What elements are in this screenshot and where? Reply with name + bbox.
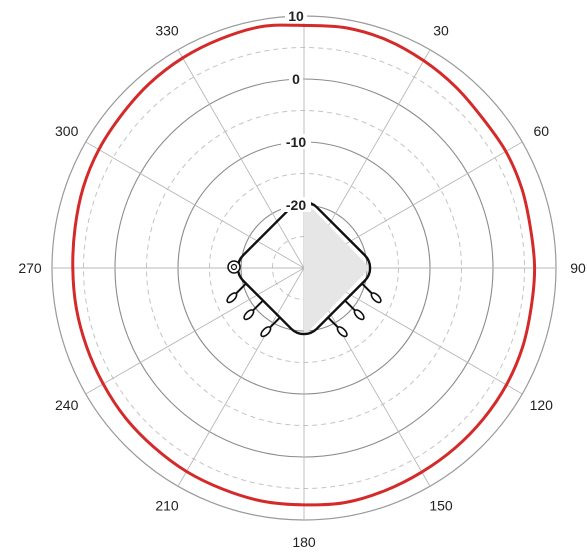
device-marker-inner: [230, 263, 238, 271]
angle-tick-label: 120: [530, 397, 554, 413]
angle-tick-label: 150: [429, 497, 453, 513]
angle-tick-label: 60: [534, 123, 550, 139]
device-body: [236, 200, 372, 336]
radial-tick-label: 10: [288, 8, 304, 24]
radial-tick-label: 0: [292, 71, 300, 87]
angle-tick-label: 90: [570, 260, 586, 276]
spoke-line: [177, 267, 305, 487]
angle-tick-label: 270: [18, 260, 42, 276]
angle-tick-label: 210: [155, 497, 179, 513]
device-pin-cap: [226, 292, 238, 304]
radial-label-bg: [281, 134, 311, 149]
angle-tick-label: 180: [292, 534, 316, 550]
radial-label-bg: [285, 8, 307, 23]
series-group: [71, 23, 537, 507]
angle-tick-label: 300: [55, 123, 79, 139]
radial-label-bg: [289, 71, 303, 86]
radial-label-bg: [281, 197, 311, 212]
angle-tick-label: 30: [433, 23, 449, 39]
spoke-line: [85, 141, 305, 269]
series-line-0: [71, 23, 537, 507]
angle-tick-label: 330: [155, 23, 179, 39]
device-shade: [304, 200, 370, 336]
radial-tick-label: -10: [286, 134, 306, 150]
device-pin-cap: [243, 309, 255, 321]
device-pin-cap: [353, 309, 365, 321]
device-pin-cap: [336, 326, 348, 338]
angle-tick-label: 240: [55, 397, 79, 413]
device-icon-group: [226, 200, 382, 338]
spoke-line: [177, 49, 305, 269]
spoke-line: [85, 267, 305, 395]
square-antenna-device-icon: [226, 200, 382, 338]
radial-tick-label: -20: [286, 197, 306, 213]
labels-group: 10 0 -10 -20 30 60 90 120 150 180 210 240 270 300 330: [18, 8, 586, 550]
device-pin-cap: [370, 292, 382, 304]
device-pin-cap: [260, 326, 272, 338]
device-marker: [227, 260, 241, 274]
